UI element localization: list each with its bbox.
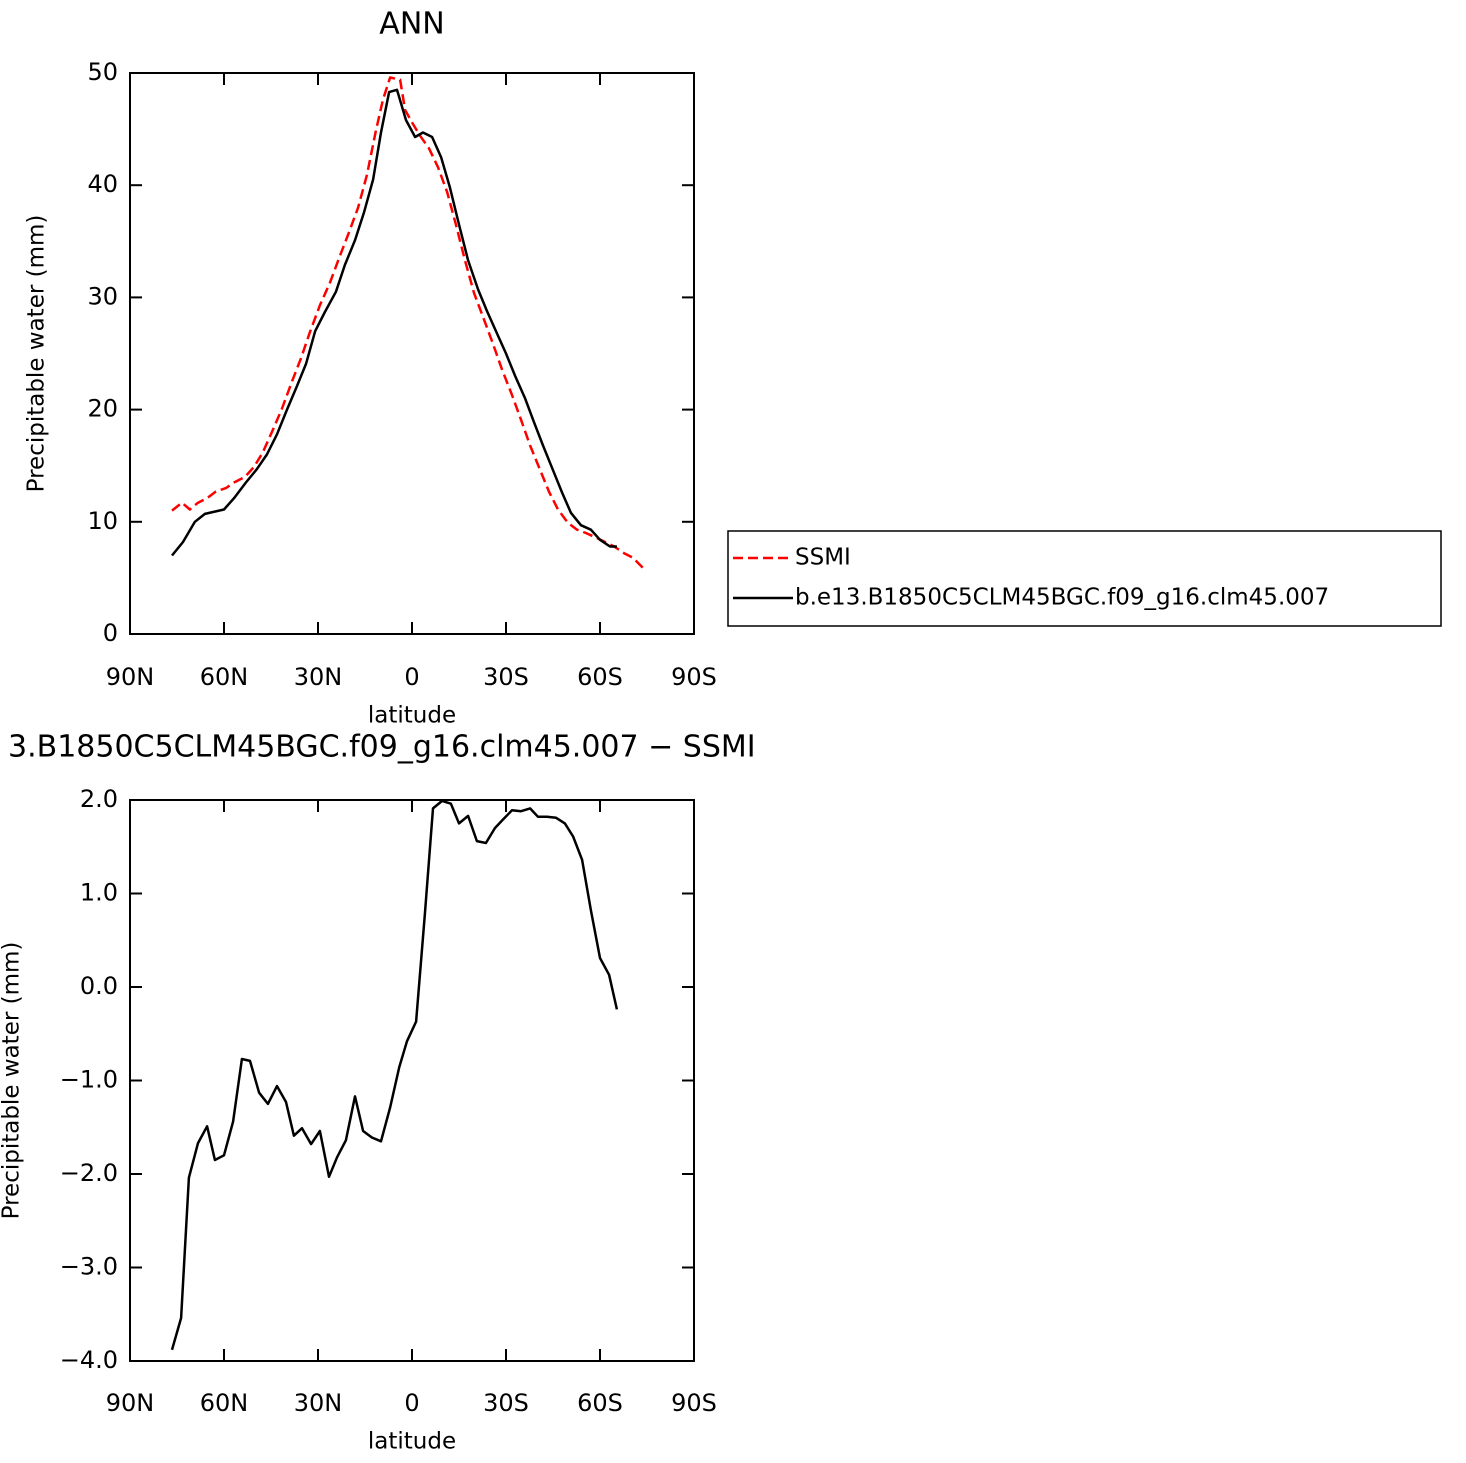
y-tick-label: 10 — [87, 507, 118, 535]
chart-title: 3.B1850C5CLM45BGC.f09_g16.clm45.007 − SS… — [8, 730, 756, 765]
data-line — [171, 88, 617, 557]
y-axis-label: Precipitable water (mm) — [0, 942, 25, 1220]
plot-frame — [129, 799, 695, 1362]
x-tick-label: 30S — [483, 663, 529, 691]
y-tick-label: −4.0 — [60, 1346, 118, 1374]
chart-title: ANN — [379, 7, 444, 42]
x-tick-label: 90S — [671, 1389, 717, 1417]
y-tick-label: 40 — [87, 170, 118, 198]
y-tick-label: 2.0 — [80, 785, 118, 813]
y-tick-label: 30 — [87, 282, 118, 310]
legend-label: b.e13.B1850C5CLM45BGC.f09_g16.clm45.007 — [795, 585, 1329, 611]
x-tick-label: 90S — [671, 663, 717, 691]
y-axis-label: Precipitable water (mm) — [24, 215, 50, 493]
y-tick-label: 1.0 — [80, 879, 118, 907]
x-tick-label: 30N — [294, 1389, 343, 1417]
x-axis-label: latitude — [368, 1429, 456, 1455]
x-tick-label: 60N — [200, 1389, 249, 1417]
data-line — [170, 799, 619, 1351]
x-tick-label: 0 — [404, 663, 419, 691]
y-tick-label: 50 — [87, 58, 118, 86]
y-tick-label: 20 — [87, 395, 118, 423]
legend-box — [727, 530, 1442, 627]
y-tick-label: 0 — [103, 619, 118, 647]
y-tick-label: −2.0 — [60, 1159, 118, 1187]
x-tick-label: 60S — [577, 1389, 623, 1417]
x-tick-label: 60N — [200, 663, 249, 691]
x-tick-label: 90N — [106, 663, 155, 691]
x-axis-label: latitude — [368, 703, 456, 729]
x-tick-label: 60S — [577, 663, 623, 691]
x-tick-label: 90N — [106, 1389, 155, 1417]
x-tick-label: 30N — [294, 663, 343, 691]
x-tick-label: 0 — [404, 1389, 419, 1417]
y-tick-label: 0.0 — [80, 972, 118, 1000]
legend-label: SSMI — [795, 545, 851, 571]
plot-frame — [129, 72, 695, 635]
y-tick-label: −3.0 — [60, 1253, 118, 1281]
y-tick-label: −1.0 — [60, 1066, 118, 1094]
x-tick-label: 30S — [483, 1389, 529, 1417]
data-line — [171, 76, 644, 569]
